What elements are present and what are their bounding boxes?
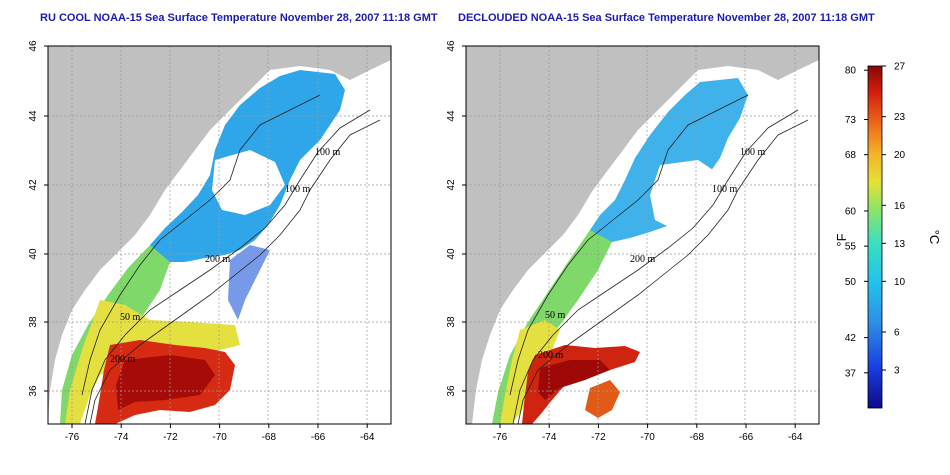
left-shelf-yellow (65, 300, 240, 424)
colorbar-fahrenheit-tick-label: 55 (845, 242, 857, 253)
colorbar-celsius-tick-label: 10 (894, 277, 906, 288)
left-x-tick-label: -66 (311, 432, 326, 443)
temperature-colorbar: 80 73 68 60 55 50 42 37 27 23 20 16 13 10 6 3 °F °C (834, 62, 942, 409)
right-x-tick-label: -70 (640, 432, 655, 443)
colorbar-celsius-tick-label: 16 (894, 201, 906, 212)
left-cloud-patch (212, 150, 285, 215)
colorbar-celsius-tick-label: 20 (894, 150, 906, 161)
left-map-title: RU COOL NOAA-15 Sea Surface Temperature … (40, 12, 438, 24)
right-y-tick-label: 40 (446, 248, 457, 260)
left-land-mass (48, 46, 391, 424)
right-y-tick-label: 38 (446, 316, 457, 328)
left-contour-label-100m-b: 100 m (285, 184, 311, 195)
right-contour-label-50m-a: 50 m (545, 310, 566, 321)
right-y-tick-label: 46 (446, 40, 457, 52)
right-x-tick-label: -72 (591, 432, 606, 443)
right-land-mass (466, 46, 819, 424)
left-bathymetry-contours (81, 94, 381, 424)
colorbar-celsius-tick-label: 27 (894, 62, 906, 73)
right-x-tick-label: -66 (739, 432, 754, 443)
left-x-axis: -76 -74 -72 -70 -68 -66 -64 (65, 424, 375, 443)
right-y-tick-label: 42 (446, 179, 457, 191)
right-y-axis: 46 44 42 40 38 36 (446, 40, 466, 397)
left-contour-label-200m-b: 200 m (110, 354, 136, 365)
colorbar-fahrenheit-tick-label: 80 (845, 66, 857, 77)
right-map-frame (465, 45, 820, 425)
colorbar-fahrenheit-tick-label: 37 (845, 368, 857, 379)
left-y-tick-label: 36 (28, 385, 39, 397)
colorbar-fahrenheit-ticks: 80 73 68 60 55 50 42 37 (845, 66, 868, 379)
colorbar-celsius-tick-label: 13 (894, 239, 906, 250)
right-bathymetry-contours (509, 94, 809, 424)
right-gulf-stream-core (538, 360, 610, 400)
colorbar-celsius-tick-label: 3 (894, 366, 900, 377)
colorbar-fahrenheit-tick-label: 68 (845, 150, 857, 161)
left-contour-label-200m-a: 200 m (205, 254, 231, 265)
left-contour-label-100m-a: 100 m (315, 147, 341, 158)
right-y-tick-label: 44 (446, 110, 457, 122)
left-contour-labels: 100 m 100 m 200 m 50 m 200 m (110, 147, 341, 365)
right-cold-water (590, 78, 748, 242)
right-contour-labels: 100 m 100 m 200 m 50 m 200 m (538, 147, 766, 361)
left-open-ocean-cold (228, 245, 270, 320)
right-contour-label-200m-b: 200 m (538, 350, 564, 361)
colorbar-gradient (867, 65, 883, 409)
left-x-tick-label: -68 (262, 432, 277, 443)
right-gulf-stream (522, 345, 640, 424)
left-x-tick-label: -72 (163, 432, 178, 443)
right-map-panel: 100 m 100 m 200 m 50 m 200 m -76 -74 -72 -7… (446, 40, 820, 443)
right-x-axis: -76 -74 -72 -70 -68 -66 -64 (493, 424, 803, 443)
colorbar-fahrenheit-tick-label: 60 (845, 206, 857, 217)
colorbar-fahrenheit-tick-label: 73 (845, 115, 857, 126)
left-x-tick-label: -64 (360, 432, 375, 443)
left-y-tick-label: 46 (28, 40, 39, 52)
colorbar-fahrenheit-tick-label: 50 (845, 277, 857, 288)
left-y-tick-label: 42 (28, 179, 39, 191)
right-contour-label-100m-a: 100 m (740, 147, 766, 158)
left-x-tick-label: -70 (212, 432, 227, 443)
right-map-title: DECLOUDED NOAA-15 Sea Surface Temperatur… (458, 12, 875, 24)
right-contour-label-200m-a: 200 m (630, 254, 656, 265)
right-warm-eddy (585, 380, 620, 418)
left-x-tick-label: -74 (114, 432, 129, 443)
colorbar-fahrenheit-unit: °F (834, 233, 849, 246)
left-cloud-patch-2 (165, 258, 245, 330)
right-x-tick-label: -64 (788, 432, 803, 443)
right-x-tick-label: -76 (493, 432, 508, 443)
left-gulf-stream-core (116, 355, 215, 410)
left-y-tick-label: 44 (28, 110, 39, 122)
right-x-tick-label: -68 (690, 432, 705, 443)
colorbar-fahrenheit-tick-label: 42 (845, 333, 857, 344)
left-contour-label-50m-a: 50 m (120, 312, 141, 323)
left-grid (48, 46, 391, 424)
right-grid (466, 46, 819, 424)
right-y-tick-label: 36 (446, 385, 457, 397)
left-y-axis: 46 44 42 40 38 36 (28, 40, 48, 397)
left-x-tick-label: -76 (65, 432, 80, 443)
left-y-tick-label: 38 (28, 316, 39, 328)
right-x-tick-label: -74 (542, 432, 557, 443)
left-y-tick-label: 40 (28, 248, 39, 260)
colorbar-celsius-unit: °C (927, 230, 942, 245)
colorbar-celsius-ticks: 27 23 20 16 13 10 6 3 (882, 62, 906, 377)
right-contour-label-100m-b: 100 m (712, 184, 738, 195)
left-map-panel: 100 m 100 m 200 m 50 m 200 m -76 -74 -72 -7… (28, 40, 392, 443)
colorbar-celsius-tick-label: 23 (894, 112, 906, 123)
colorbar-celsius-tick-label: 6 (894, 328, 900, 339)
